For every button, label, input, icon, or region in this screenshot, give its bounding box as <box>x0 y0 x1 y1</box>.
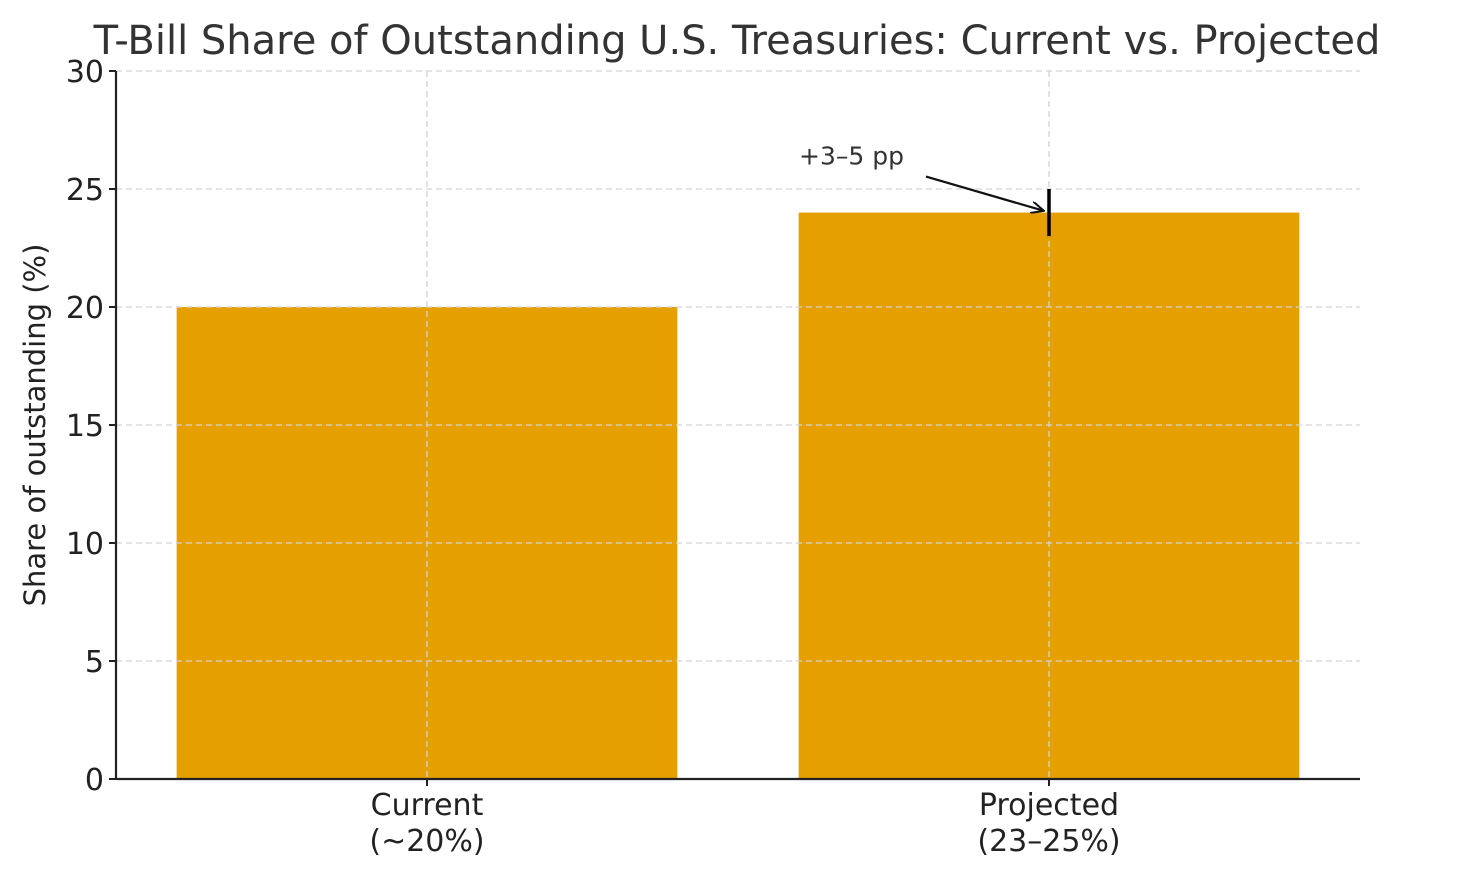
y-tick-label: 15 <box>66 409 104 444</box>
y-tick-label: 10 <box>66 527 104 562</box>
y-tick-label: 20 <box>66 291 104 326</box>
y-tick-label: 0 <box>85 763 104 798</box>
annotation-label: +3–5 pp <box>799 142 904 171</box>
x-tick-label-line1: Current <box>371 788 484 823</box>
y-tick-label: 30 <box>66 55 104 90</box>
x-tick-label-line1: Projected <box>979 788 1119 823</box>
x-tick-label-line2: (23–25%) <box>977 824 1120 859</box>
bars <box>176 212 1300 780</box>
annotation-arrow <box>925 175 1043 211</box>
y-axis-label: Share of outstanding (%) <box>18 244 52 607</box>
tick-labels: 0 5 10 15 20 25 30 Current(~20%) Projected(23–25… <box>66 55 1121 859</box>
x-tick-label-line2: (~20%) <box>369 824 484 859</box>
y-tick-label: 25 <box>66 173 104 208</box>
chart-title: T-Bill Share of Outstanding U.S. Treasur… <box>93 18 1381 64</box>
y-tick-label: 5 <box>85 645 104 680</box>
annotation: +3–5 pp <box>799 142 1043 211</box>
